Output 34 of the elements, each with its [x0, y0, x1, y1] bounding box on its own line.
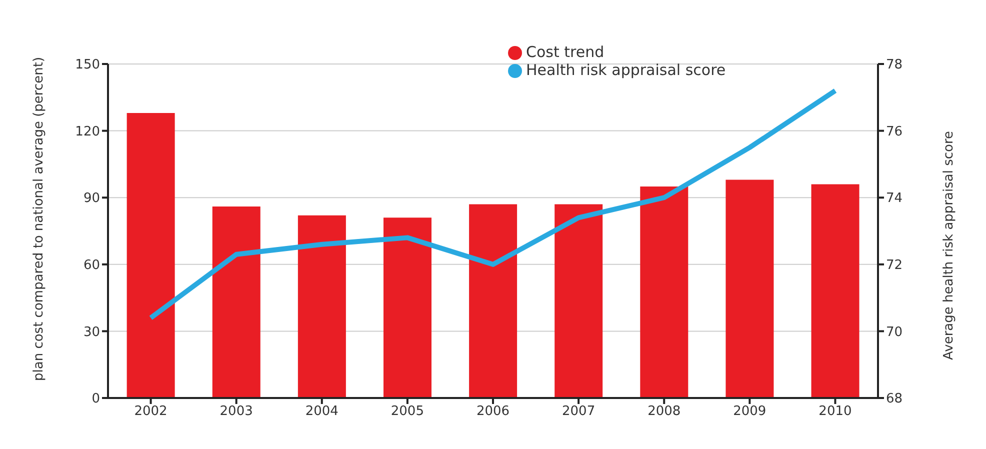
bar — [640, 186, 688, 398]
bar — [383, 218, 432, 398]
x-tick-label: 2003 — [220, 404, 253, 420]
y2-tick-label: 74 — [886, 191, 903, 206]
y-tick-label: 150 — [75, 58, 100, 73]
y-tick-label: 120 — [75, 124, 100, 140]
y-tick-label: 0 — [92, 392, 100, 407]
y2-tick-label: 76 — [886, 124, 903, 140]
x-tick-label: 2007 — [562, 404, 596, 420]
y2-tick-label: 72 — [886, 258, 903, 274]
bar — [298, 215, 346, 398]
y2-tick-label: 78 — [886, 58, 903, 73]
bar — [126, 112, 175, 398]
y-tick-label: 90 — [83, 191, 100, 206]
y-tick-label: 60 — [83, 258, 100, 274]
legend-label: Health risk appraisal score — [526, 61, 726, 79]
x-tick-label: 2005 — [390, 404, 424, 420]
x-tick-label: 2002 — [134, 404, 168, 420]
y2-tick-label: 70 — [886, 324, 903, 340]
x-tick-label: 2009 — [733, 404, 766, 420]
y2-axis-title: Average health risk appraisal score — [942, 131, 957, 360]
bar — [554, 204, 603, 398]
x-tick-label: 2004 — [305, 404, 338, 420]
y-axis-title: plan cost compared to national average (percent) — [32, 56, 47, 381]
y2-tick-label: 68 — [886, 392, 903, 407]
x-tick-label: 2010 — [818, 404, 852, 420]
y-tick-label: 30 — [83, 324, 100, 340]
x-tick-label: 2008 — [648, 404, 681, 420]
legend-label: Cost trend — [526, 43, 604, 61]
x-tick-label: 2006 — [476, 404, 510, 420]
bar — [469, 204, 518, 398]
bar — [212, 206, 260, 398]
bar — [811, 184, 860, 398]
bar — [726, 180, 774, 398]
